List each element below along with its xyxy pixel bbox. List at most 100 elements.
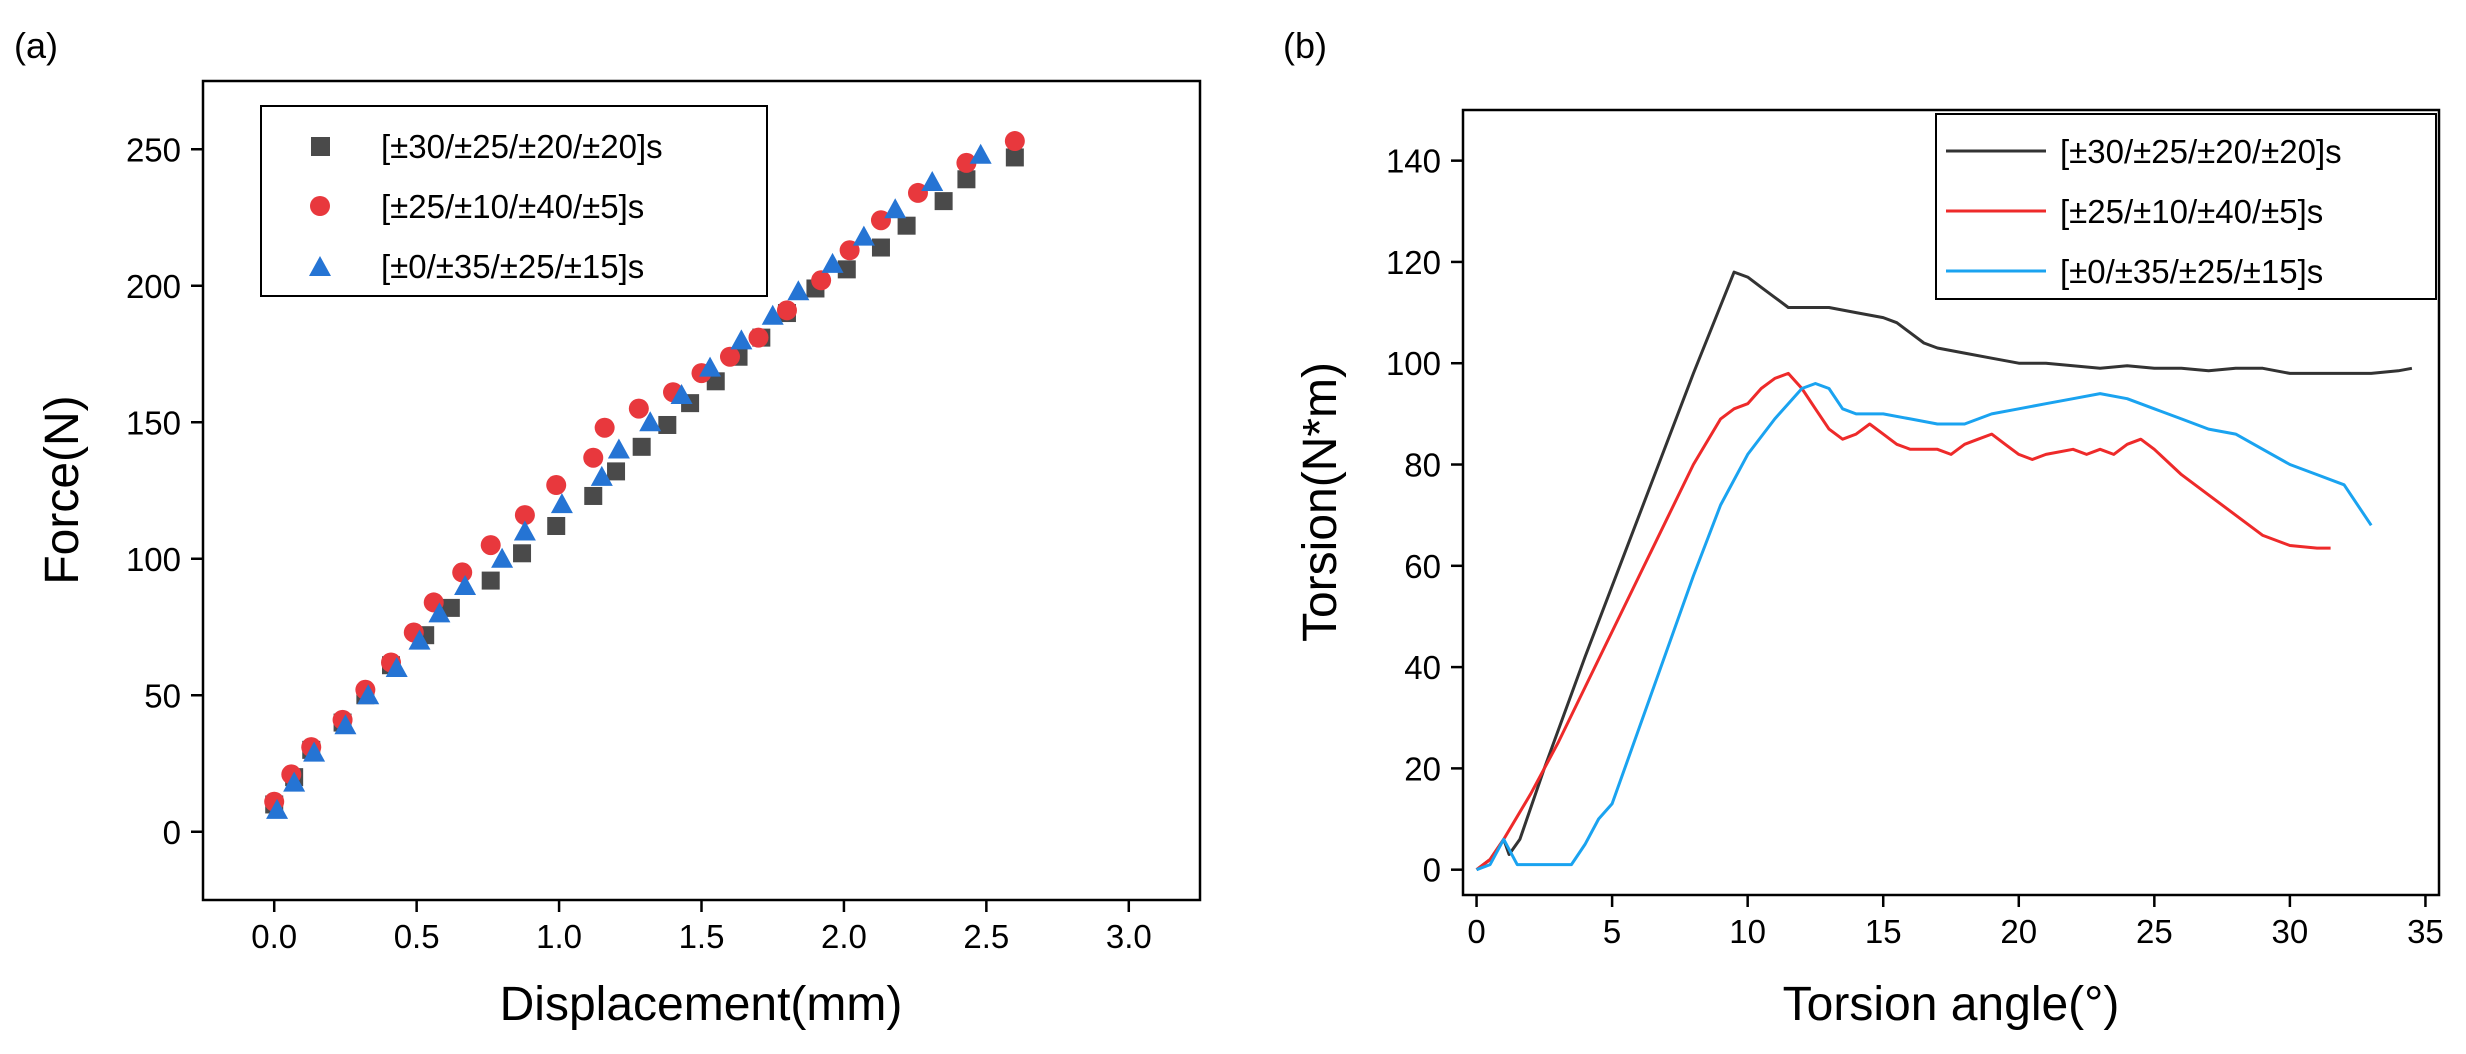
series-3-triangle-point bbox=[266, 798, 289, 819]
series-3-triangle-point bbox=[730, 329, 753, 350]
series-2-circle-point bbox=[776, 300, 797, 321]
series-1-square-point bbox=[871, 238, 890, 257]
x-tick-label: 1.5 bbox=[679, 918, 725, 955]
panel-b-label: (b) bbox=[1283, 25, 1327, 66]
series-3-triangle-point bbox=[491, 547, 514, 568]
series-1-square-point bbox=[513, 544, 532, 563]
x-tick-label: 1.0 bbox=[536, 918, 582, 955]
series-2-line bbox=[1475, 371, 2331, 871]
panel-a: (a) 0.0 0.5 1.0 1.5 2.0 2.5 3.0 0 50 100 150 200 250… bbox=[14, 25, 1202, 1031]
x-tick-label: 5 bbox=[1603, 913, 1621, 950]
plot-b-frame bbox=[1461, 108, 2441, 897]
plot-b-ticks: 0 5 10 15 20 25 30 35 0 20 40 60 80 100 120 140 bbox=[1386, 143, 2444, 950]
series-3-triangle-point bbox=[607, 438, 630, 459]
legend-a-triangle-marker bbox=[309, 256, 331, 276]
x-tick-label: 35 bbox=[2407, 913, 2444, 950]
y-tick-label: 20 bbox=[1404, 750, 1441, 787]
series-3-triangle-point bbox=[550, 493, 573, 514]
y-tick-label: 50 bbox=[144, 677, 181, 714]
x-tick-label: 25 bbox=[2136, 913, 2173, 950]
y-tick-label: 100 bbox=[126, 541, 181, 578]
plot-a-legend-box bbox=[260, 105, 768, 297]
y-tick-label: 150 bbox=[126, 404, 181, 441]
y-tick-label: 100 bbox=[1386, 345, 1441, 382]
y-tick-label: 80 bbox=[1404, 447, 1441, 484]
plot-b-legend-box bbox=[1935, 113, 2437, 300]
y-tick-label: 40 bbox=[1404, 649, 1441, 686]
series-2-circle-point bbox=[594, 417, 615, 438]
series-1-square-point bbox=[897, 216, 916, 235]
series-1-square-point bbox=[957, 170, 976, 189]
plot-a-points bbox=[264, 131, 1025, 819]
series-3-triangle-point bbox=[761, 304, 784, 325]
series-2-circle-point bbox=[748, 327, 769, 348]
series-3-triangle-point bbox=[969, 143, 992, 164]
plot-b-xlabel: Torsion angle(°) bbox=[1783, 978, 2120, 1031]
series-3-triangle-point bbox=[852, 225, 875, 246]
series-2-circle-point bbox=[546, 475, 567, 496]
panel-a-label: (a) bbox=[14, 25, 58, 66]
x-tick-label: 2.5 bbox=[963, 918, 1009, 955]
plot-a-ylabel: Force(N) bbox=[36, 395, 89, 584]
series-3-triangle-point bbox=[590, 465, 613, 486]
series-3-triangle-point bbox=[884, 198, 907, 219]
x-tick-label: 3.0 bbox=[1106, 918, 1152, 955]
series-1-line bbox=[1475, 270, 2413, 871]
series-1-square-point bbox=[837, 260, 856, 279]
series-1-square-point bbox=[547, 516, 566, 535]
x-tick-label: 30 bbox=[2272, 913, 2309, 950]
series-3-triangle-point bbox=[670, 383, 693, 404]
series-1-square-point bbox=[607, 462, 626, 481]
series-2-circle-point bbox=[583, 447, 604, 468]
legend-a-entry-1: [±30/±25/±20/±20]s bbox=[381, 128, 663, 165]
legend-a-square-marker bbox=[311, 137, 330, 156]
series-2-circle-point bbox=[452, 562, 473, 583]
series-3-triangle-point bbox=[303, 741, 326, 762]
series-2-circle-point bbox=[811, 270, 832, 291]
series-1-square-point bbox=[658, 415, 677, 434]
plot-b-legend: [±30/±25/±20/±20]s [±25/±10/±40/±5]s [±0… bbox=[1935, 113, 2437, 300]
series-3-triangle-point bbox=[385, 656, 408, 677]
panel-b: (b) 0 5 10 15 20 25 30 35 0 20 40 60 80 100 120 140 Tor… bbox=[1283, 25, 2444, 1031]
series-3-triangle-point bbox=[699, 356, 722, 377]
series-2-circle-point bbox=[628, 398, 649, 419]
series-1-square-point bbox=[1005, 148, 1024, 167]
series-1-square-point bbox=[481, 571, 500, 590]
series-1-square-point bbox=[934, 192, 953, 211]
series-3-triangle-point bbox=[334, 714, 357, 735]
x-tick-label: 10 bbox=[1729, 913, 1766, 950]
series-2-circle-point bbox=[480, 535, 501, 556]
y-tick-label: 120 bbox=[1386, 244, 1441, 281]
series-1-square-point bbox=[441, 598, 460, 617]
x-tick-label: 20 bbox=[2000, 913, 2037, 950]
series-3-triangle-point bbox=[357, 684, 380, 705]
y-tick-label: 0 bbox=[163, 814, 181, 851]
x-tick-label: 2.0 bbox=[821, 918, 867, 955]
series-3-triangle-point bbox=[921, 171, 944, 192]
series-3-triangle-point bbox=[408, 629, 431, 650]
y-tick-label: 60 bbox=[1404, 548, 1441, 585]
series-3-triangle-point bbox=[283, 771, 306, 792]
y-tick-label: 200 bbox=[126, 268, 181, 305]
x-tick-label: 0 bbox=[1467, 913, 1485, 950]
y-tick-label: 140 bbox=[1386, 143, 1441, 180]
x-tick-label: 0.5 bbox=[394, 918, 440, 955]
legend-a-entry-2: [±25/±10/±40/±5]s bbox=[381, 188, 644, 225]
series-3-triangle-point bbox=[513, 520, 536, 541]
series-2-circle-point bbox=[719, 346, 740, 367]
series-3-triangle-point bbox=[821, 252, 844, 273]
series-2-circle-point bbox=[1004, 131, 1025, 152]
plot-a-ticks: 0.0 0.5 1.0 1.5 2.0 2.5 3.0 0 50 100 150 200 250 bbox=[126, 131, 1152, 955]
series-1-square-point bbox=[584, 486, 603, 505]
plot-b-ylabel: Torsion(N*m) bbox=[1294, 362, 1347, 642]
legend-a-entry-3: [±0/±35/±25/±15]s bbox=[381, 248, 644, 285]
y-tick-label: 250 bbox=[126, 131, 181, 168]
y-tick-label: 0 bbox=[1423, 852, 1441, 889]
series-3-line bbox=[1476, 382, 2373, 872]
plot-a-legend: [±30/±25/±20/±20]s [±25/±10/±40/±5]s [±0… bbox=[260, 105, 768, 297]
series-3-triangle-point bbox=[639, 411, 662, 432]
series-1-square-point bbox=[706, 372, 725, 391]
series-2-circle-point bbox=[956, 152, 977, 173]
legend-a-circle-marker bbox=[310, 196, 330, 216]
